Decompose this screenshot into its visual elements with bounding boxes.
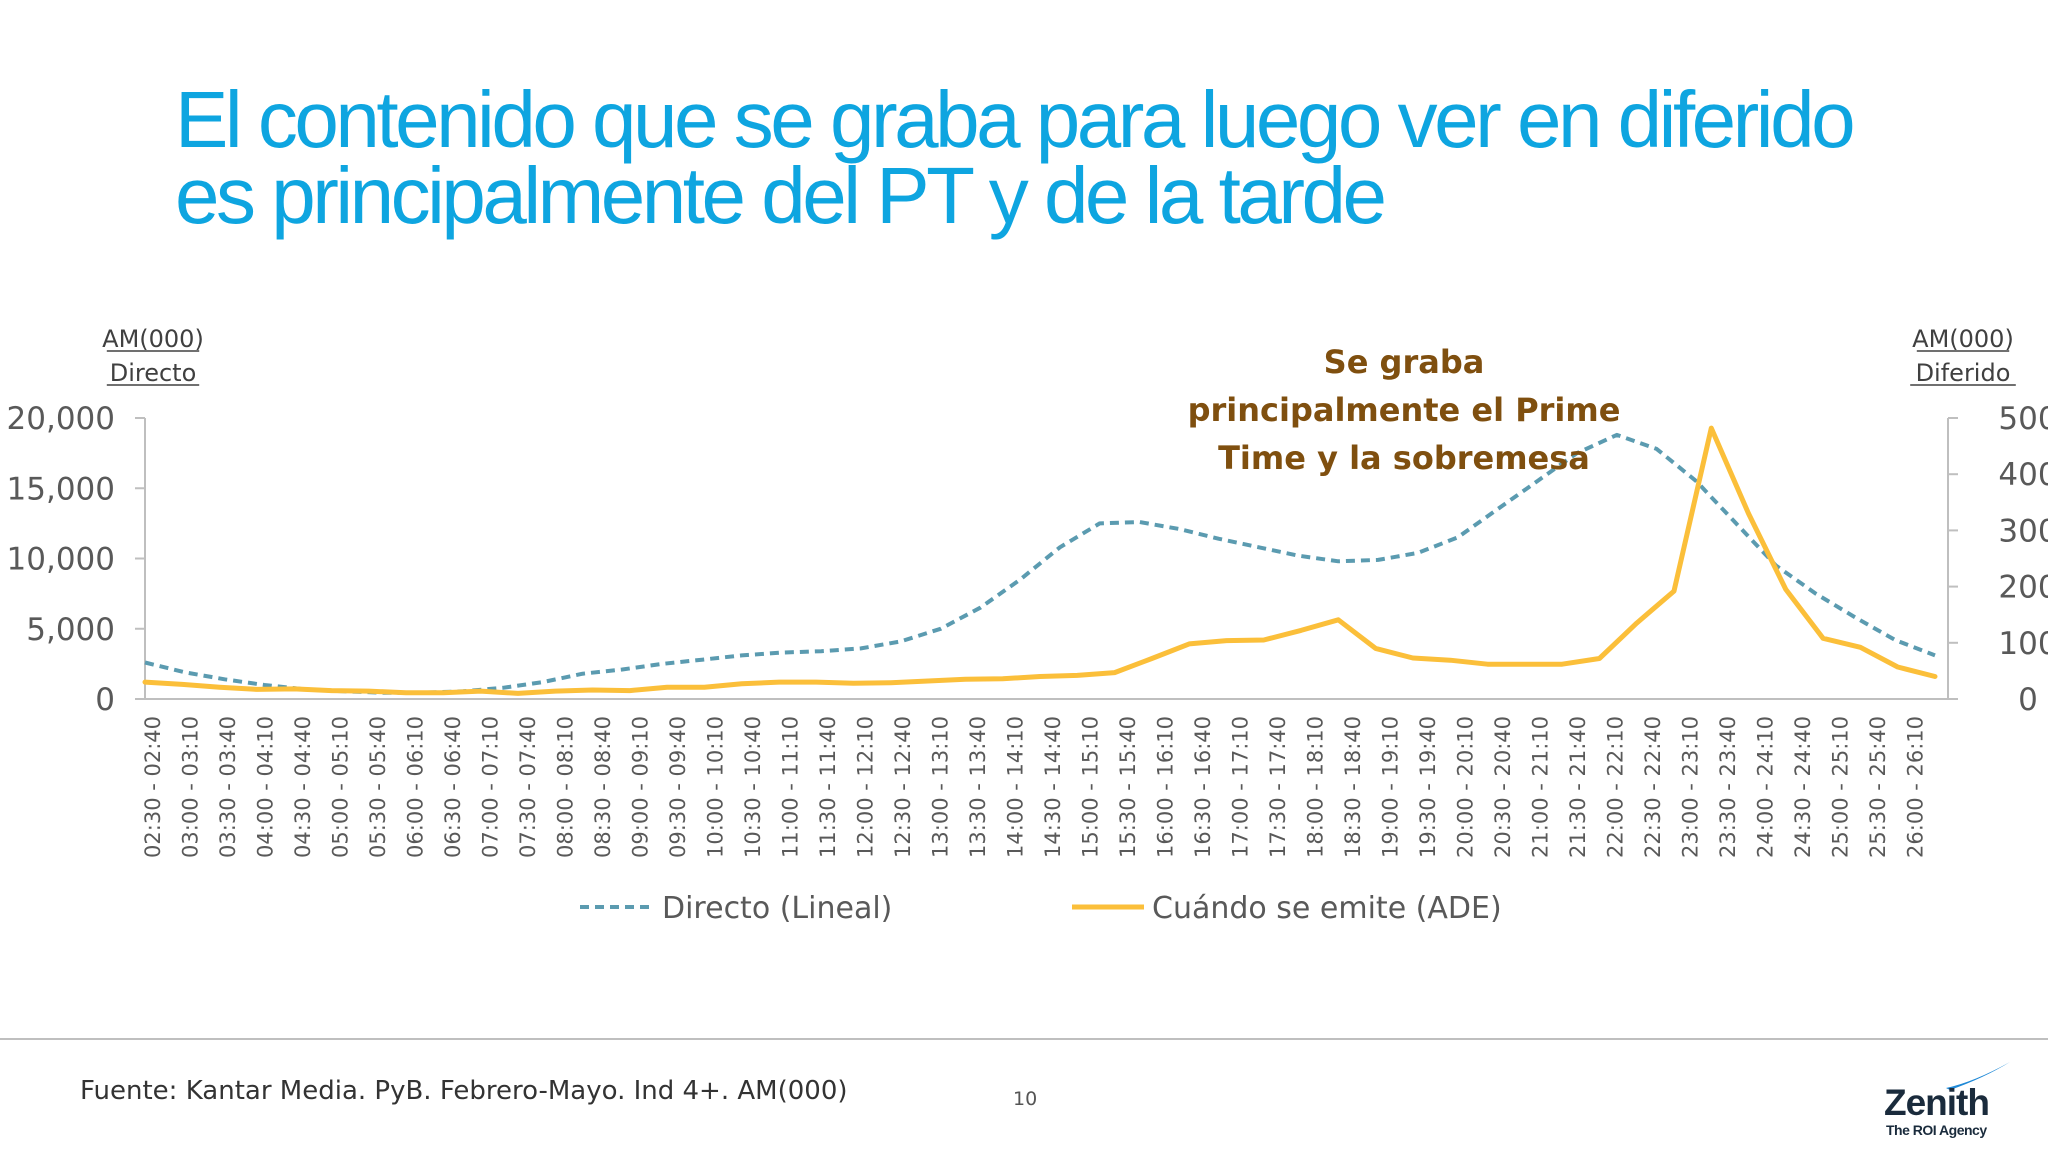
- x-tick-label: 15:30 - 15:40: [1116, 716, 1140, 858]
- legend-label-directo: Directo (Lineal): [662, 891, 892, 926]
- page-number: 10: [1013, 1088, 1038, 1110]
- x-tick-label: 10:00 - 10:10: [704, 716, 728, 858]
- x-tick-label: 06:30 - 06:40: [441, 716, 465, 858]
- x-tick-label: 19:00 - 19:10: [1379, 716, 1403, 858]
- x-tick-label: 05:30 - 05:40: [366, 716, 390, 858]
- zenith-logo: Zenith The ROI Agency: [1880, 1060, 2010, 1140]
- x-tick-label: 07:30 - 07:40: [516, 716, 540, 858]
- left-tick-label: 20,000: [7, 401, 115, 437]
- logo-swoosh-icon: [1946, 1062, 2010, 1090]
- right-axis-title: Diferido: [1916, 359, 2011, 387]
- x-tick-label: 21:30 - 21:40: [1566, 716, 1590, 858]
- x-tick-label: 13:00 - 13:10: [929, 716, 953, 858]
- x-tick-label: 25:30 - 25:40: [1866, 716, 1890, 858]
- x-tick-label: 16:00 - 16:10: [1154, 716, 1178, 858]
- title-line-1: El contenido que se graba para luego ver…: [175, 75, 1856, 164]
- annotation-line-2: principalmente el Prime: [1188, 391, 1621, 429]
- x-tick-label: 13:30 - 13:40: [966, 716, 990, 858]
- x-tick-label: 24:00 - 24:10: [1754, 716, 1778, 858]
- footer-divider: [0, 1038, 2048, 1040]
- x-tick-label: 22:30 - 22:40: [1641, 716, 1665, 858]
- x-tick-label: 24:30 - 24:40: [1791, 716, 1815, 858]
- left-axis-title: AM(000): [102, 325, 204, 353]
- x-tick-label: 23:30 - 23:40: [1716, 716, 1740, 858]
- annotation-line-3: Time y la sobremesa: [1218, 439, 1590, 477]
- right-axis-title: AM(000): [1912, 325, 2014, 353]
- chart-legend: Directo (Lineal) Cuándo se emite (ADE): [580, 891, 1502, 926]
- x-tick-label: 23:00 - 23:10: [1679, 716, 1703, 858]
- x-tick-label: 03:00 - 03:10: [179, 716, 203, 858]
- left-tick-label: 15,000: [7, 471, 115, 507]
- left-tick-label: 10,000: [7, 542, 115, 578]
- x-tick-label: 21:00 - 21:10: [1529, 716, 1553, 858]
- chart-series: [142, 425, 1938, 696]
- x-tick-label: 09:00 - 09:10: [629, 716, 653, 858]
- x-tick-label: 25:00 - 25:10: [1829, 716, 1853, 858]
- x-tick-label: 07:00 - 07:10: [479, 716, 503, 858]
- x-tick-label: 06:00 - 06:10: [404, 716, 428, 858]
- right-tick-label: 100: [1998, 626, 2048, 662]
- x-tick-label: 11:00 - 11:10: [779, 716, 803, 858]
- annotation: Se graba principalmente el Prime Time y la…: [1188, 343, 1621, 477]
- line-chart: 20,000 15,000 10,000 5,000 0 500 400 300 200 100 0…: [7, 325, 2048, 926]
- x-tick-label: 16:30 - 16:40: [1191, 716, 1215, 858]
- left-tick-label: 0: [95, 682, 115, 718]
- x-tick-label: 17:00 - 17:10: [1229, 716, 1253, 858]
- x-tick-label: 09:30 - 09:40: [666, 716, 690, 858]
- right-tick-label: 300: [1998, 513, 2048, 549]
- x-tick-label: 20:30 - 20:40: [1491, 716, 1515, 858]
- x-tick-label: 04:30 - 04:40: [291, 716, 315, 858]
- x-tick-label: 12:30 - 12:40: [891, 716, 915, 858]
- right-tick-label: 400: [1998, 457, 2048, 493]
- x-tick-label: 11:30 - 11:40: [816, 716, 840, 858]
- x-tick-label: 20:00 - 20:10: [1454, 716, 1478, 858]
- right-tick-label: 200: [1998, 570, 2048, 606]
- x-tick-label: 12:00 - 12:10: [854, 716, 878, 858]
- chart-axes: [135, 417, 1958, 700]
- x-tick-label: 10:30 - 10:40: [741, 716, 765, 858]
- source-note: Fuente: Kantar Media. PyB. Febrero-Mayo.…: [80, 1076, 848, 1106]
- tick-labels: 20,000 15,000 10,000 5,000 0 500 400 300 200 100 0…: [7, 325, 2048, 858]
- series-directo-line: [144, 432, 1936, 695]
- x-tick-label: 18:00 - 18:10: [1304, 716, 1328, 858]
- x-tick-label: 14:00 - 14:10: [1004, 716, 1028, 858]
- x-tick-label: 19:30 - 19:40: [1416, 716, 1440, 858]
- right-tick-label: 0: [2018, 682, 2038, 718]
- logo-tagline: The ROI Agency: [1886, 1122, 1987, 1138]
- right-tick-label: 500: [1998, 401, 2048, 437]
- series-diferido-line: [142, 425, 1938, 696]
- page-title: El contenido que se graba para luego ver…: [175, 75, 1995, 240]
- legend-label-diferido: Cuándo se emite (ADE): [1152, 891, 1502, 926]
- logo-wordmark: Zenith: [1884, 1082, 1990, 1123]
- x-tick-label: 02:30 - 02:40: [141, 716, 165, 858]
- x-tick-label: 18:30 - 18:40: [1341, 716, 1365, 858]
- x-tick-label: 03:30 - 03:40: [216, 716, 240, 858]
- annotation-line-1: Se graba: [1324, 343, 1485, 381]
- x-tick-label: 08:30 - 08:40: [591, 716, 615, 858]
- x-tick-label: 22:00 - 22:10: [1604, 716, 1628, 858]
- x-tick-label: 08:00 - 08:10: [554, 716, 578, 858]
- left-tick-label: 5,000: [26, 612, 115, 648]
- x-tick-label: 17:30 - 17:40: [1266, 716, 1290, 858]
- x-tick-label: 26:00 - 26:10: [1904, 716, 1928, 858]
- x-tick-label: 05:00 - 05:10: [329, 716, 353, 858]
- left-axis-title: Directo: [110, 359, 197, 387]
- title-line-2: es principalmente del PT y de la tarde: [175, 151, 1387, 240]
- x-tick-label: 04:00 - 04:10: [254, 716, 278, 858]
- x-tick-label: 15:00 - 15:10: [1079, 716, 1103, 858]
- x-tick-label: 14:30 - 14:40: [1041, 716, 1065, 858]
